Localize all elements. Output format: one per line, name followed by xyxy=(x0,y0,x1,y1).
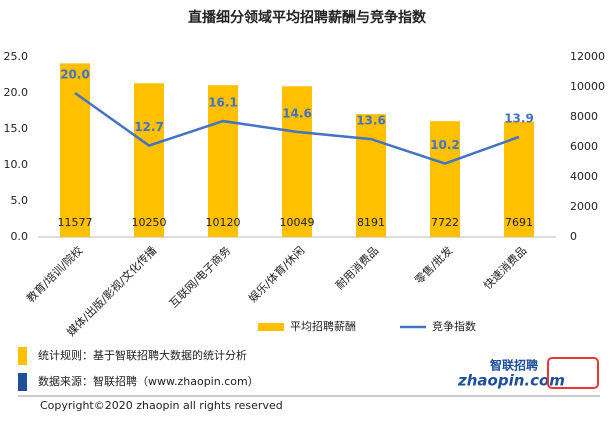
y2-tick-label: 8000 xyxy=(570,110,598,123)
footer-rule: 统计规则：基于智联招聘大数据的统计分析 xyxy=(38,348,247,362)
bar-value-label: 10250 xyxy=(132,216,167,229)
legend-swatch xyxy=(258,323,284,331)
bar-value-label: 7691 xyxy=(505,216,533,229)
x-tick-label: 互联网/电子商务 xyxy=(166,243,233,310)
rule-swatch xyxy=(18,347,27,365)
y-tick-label: 20.0 xyxy=(4,86,29,99)
x-tick-label: 娱乐/体育/休闲 xyxy=(245,243,307,305)
bar-value-label: 7722 xyxy=(431,216,459,229)
y2-tick-label: 6000 xyxy=(570,140,598,153)
y-tick-label: 25.0 xyxy=(4,50,29,63)
line-value-label: 13.9 xyxy=(504,111,534,125)
y2-tick-label: 10000 xyxy=(570,80,605,93)
line-value-label: 16.1 xyxy=(208,96,238,110)
chart-title: 直播细分领域平均招聘薪酬与竞争指数 xyxy=(188,9,427,26)
bar-value-label: 8191 xyxy=(357,216,385,229)
y-tick-label: 5.0 xyxy=(11,194,29,207)
y-tick-label: 15.0 xyxy=(4,122,29,135)
line-value-label: 12.7 xyxy=(134,120,164,134)
bar xyxy=(60,63,90,237)
legend-label: 平均招聘薪酬 xyxy=(290,319,356,333)
line-value-label: 14.6 xyxy=(282,106,312,120)
logo-site: zhaopin.com xyxy=(457,372,565,390)
x-tick-label: 教育/培训/院校 xyxy=(23,243,85,305)
bar xyxy=(134,83,164,237)
line-value-label: 10.2 xyxy=(430,138,460,152)
y2-tick-label: 4000 xyxy=(570,170,598,183)
y2-tick-label: 0 xyxy=(570,230,577,243)
y-tick-label: 10.0 xyxy=(4,158,29,171)
bar xyxy=(356,114,386,237)
logo-mark xyxy=(547,357,599,389)
line-value-label: 13.6 xyxy=(356,114,386,128)
legend-label: 竞争指数 xyxy=(432,319,476,333)
y2-tick-label: 12000 xyxy=(570,50,605,63)
footer-source: 数据来源：智联招聘（www.zhaopin.com） xyxy=(38,374,259,388)
copyright: Copyright©2020 zhaopin all rights reserv… xyxy=(40,399,283,412)
bar xyxy=(430,121,460,237)
line-value-label: 20.0 xyxy=(60,68,90,82)
bar xyxy=(208,85,238,237)
y2-tick-label: 2000 xyxy=(570,200,598,213)
bar-value-label: 11577 xyxy=(58,216,93,229)
x-tick-label: 快速消费品 xyxy=(480,243,529,292)
bar-value-label: 10120 xyxy=(206,216,241,229)
y-tick-label: 0.0 xyxy=(11,230,29,243)
logo-name: 智联招聘 xyxy=(489,358,538,373)
x-tick-label: 零售/批发 xyxy=(412,243,456,287)
bar xyxy=(282,86,312,237)
x-tick-label: 耐用消费品 xyxy=(332,243,381,292)
source-swatch xyxy=(18,373,27,391)
line xyxy=(74,91,520,165)
bar-value-label: 10049 xyxy=(280,216,315,229)
